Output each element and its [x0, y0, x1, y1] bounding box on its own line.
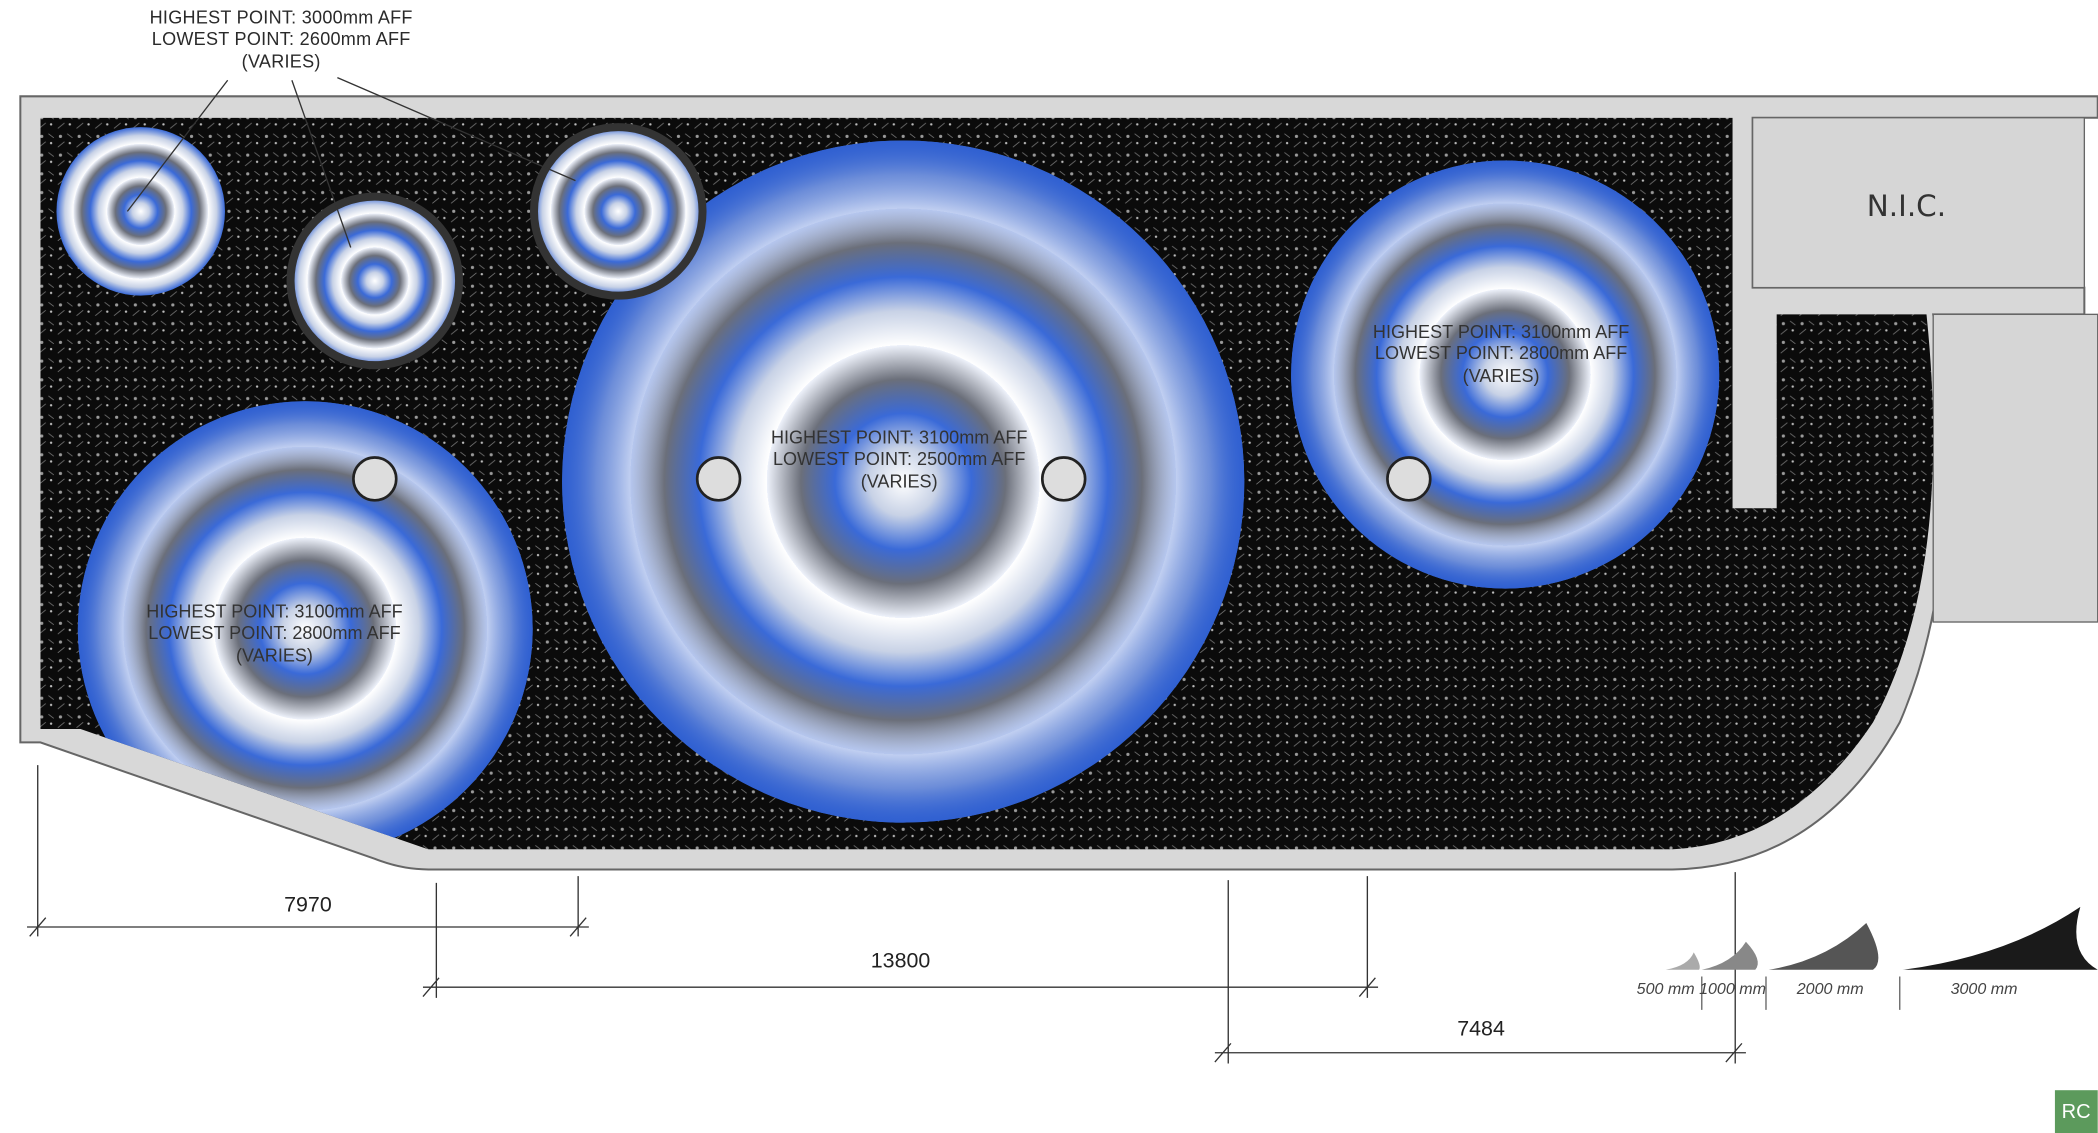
light-fixture: [695, 456, 742, 502]
annotation-line: HIGHEST POINT: 3000mm AFF: [150, 7, 413, 27]
annotation-line: (VARIES): [236, 646, 313, 666]
annotation-line: HIGHEST POINT: 3100mm AFF: [146, 601, 402, 621]
scale-divider: [1701, 976, 1901, 1010]
dimension-line: [422, 876, 1379, 998]
wave-scale: 500 mm 1000 mm 2000 mm 3000 mm: [1637, 906, 2098, 1010]
scale-label: 500 mm: [1637, 980, 1695, 998]
badge: [2054, 1090, 2098, 1133]
dimension-line: [27, 765, 589, 937]
badge-label: RC: [2062, 1101, 2091, 1123]
annotation-line: LOWEST POINT: 2800mm AFF: [1375, 343, 1627, 363]
wave-icon: [1768, 922, 1879, 970]
ceiling-disc: [56, 127, 225, 296]
annotation-line: LOWEST POINT: 2800mm AFF: [148, 623, 400, 643]
annotation-line: (VARIES): [242, 52, 321, 72]
light-fixture: [1040, 456, 1087, 502]
side-room: [1932, 313, 2098, 623]
wave-icon: [1665, 952, 1700, 970]
dimension-label: 7970: [284, 892, 332, 916]
annotation-line: LOWEST POINT: 2600mm AFF: [152, 29, 411, 49]
annotation-line: (VARIES): [1463, 366, 1540, 386]
annotation: HIGHEST POINT: 3100mm AFF LOWEST POINT: …: [146, 601, 402, 665]
dimension: 7970: [27, 765, 589, 937]
dimension: 13800: [422, 876, 1379, 998]
scale-label: 3000 mm: [1951, 980, 2018, 998]
room-label: N.I.C.: [1867, 189, 1946, 223]
scale-label: 1000 mm: [1699, 980, 1766, 998]
dimension-label: 7484: [1457, 1017, 1505, 1041]
annotation-line: (VARIES): [861, 472, 938, 492]
annotation: HIGHEST POINT: 3100mm AFF LOWEST POINT: …: [771, 428, 1027, 492]
annotation-line: HIGHEST POINT: 3100mm AFF: [771, 428, 1027, 448]
leader-line: [126, 76, 576, 248]
annotation: HIGHEST POINT: 3100mm AFF LOWEST POINT: …: [1373, 322, 1629, 386]
ceiling-disc: [286, 192, 464, 370]
ceiling-disc-edge: [77, 401, 533, 850]
annotation-line: HIGHEST POINT: 3100mm AFF: [1373, 322, 1629, 342]
scale-label: 2000 mm: [1796, 980, 1864, 998]
light-fixture: [1386, 456, 1432, 502]
dimension: 7484: [1214, 872, 1746, 1064]
annotation: HIGHEST POINT: 3000mm AFF LOWEST POINT: …: [126, 7, 576, 248]
annotation-line: LOWEST POINT: 2500mm AFF: [773, 449, 1025, 469]
ceiling-disc: [529, 123, 707, 300]
light-fixture: [352, 456, 398, 502]
dimension-label: 13800: [871, 948, 931, 972]
ceiling-disc-edge: [562, 140, 1245, 823]
wave-icon: [1701, 941, 1758, 970]
nic-room: [1751, 117, 2086, 289]
wave-icon: [1902, 906, 2098, 970]
